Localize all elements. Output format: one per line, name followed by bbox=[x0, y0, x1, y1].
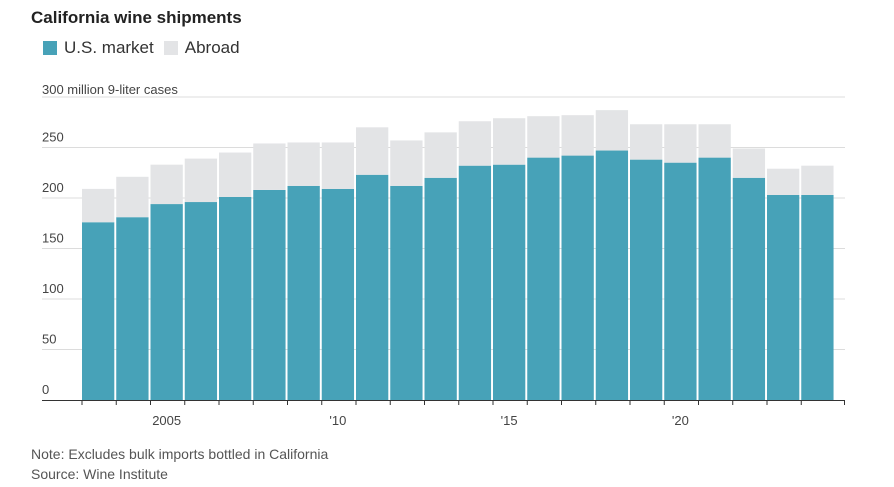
y-tick-label: 50 bbox=[42, 332, 56, 347]
bar-us-market bbox=[390, 185, 423, 400]
bar-abroad bbox=[630, 124, 663, 160]
bar-abroad bbox=[767, 168, 800, 195]
bar-abroad bbox=[527, 116, 560, 158]
bar-abroad bbox=[732, 148, 766, 178]
bar-us-market bbox=[732, 177, 766, 400]
legend-swatch-abroad bbox=[163, 41, 178, 55]
bar-abroad bbox=[458, 121, 492, 166]
x-tick-label: '20 bbox=[672, 413, 689, 428]
bar-us-market bbox=[219, 196, 252, 400]
bar-us-market bbox=[493, 164, 526, 400]
bar-abroad bbox=[82, 188, 115, 223]
bar-abroad bbox=[424, 132, 457, 178]
bar-abroad bbox=[219, 152, 252, 197]
y-tick-label: 150 bbox=[42, 231, 64, 246]
bar-us-market bbox=[527, 157, 560, 400]
bar-abroad bbox=[561, 115, 594, 156]
x-tick-label: '10 bbox=[329, 413, 346, 428]
bar-us-market bbox=[116, 217, 149, 400]
bars bbox=[82, 110, 834, 400]
bar-us-market bbox=[595, 150, 629, 400]
legend-label-abroad: Abroad bbox=[184, 38, 240, 57]
y-tick-label: 250 bbox=[42, 130, 64, 145]
y-tick-label: 200 bbox=[42, 180, 64, 195]
legend-item-abroad: Abroad bbox=[163, 38, 240, 58]
bar-us-market bbox=[698, 157, 731, 400]
bar-us-market bbox=[801, 194, 834, 400]
bar-abroad bbox=[664, 124, 697, 163]
bar-abroad bbox=[321, 142, 355, 189]
bar-us-market bbox=[253, 189, 286, 400]
chart-note: Note: Excludes bulk imports bottled in C… bbox=[31, 446, 329, 462]
legend-item-us-market: U.S. market bbox=[43, 38, 154, 58]
y-axis-unit-label: 300 million 9-liter cases bbox=[42, 82, 178, 97]
legend: U.S. market Abroad bbox=[43, 38, 250, 58]
bar-us-market bbox=[150, 204, 183, 400]
tick-labels: 0 50 100 150 200 250 300 million 9-liter cases… bbox=[42, 82, 689, 428]
bar-us-market bbox=[630, 159, 663, 400]
axes bbox=[42, 400, 845, 405]
bar-us-market bbox=[424, 177, 457, 400]
x-tick-label: '15 bbox=[501, 413, 518, 428]
bar-abroad bbox=[390, 140, 423, 186]
bar-us-market bbox=[82, 222, 115, 400]
bar-us-market bbox=[458, 165, 492, 400]
chart-title: California wine shipments bbox=[31, 8, 242, 27]
bar-us-market bbox=[561, 155, 594, 400]
y-tick-label: 100 bbox=[42, 281, 64, 296]
bar-abroad bbox=[595, 110, 629, 151]
bar-abroad bbox=[493, 118, 526, 165]
legend-swatch-us-market bbox=[43, 41, 57, 55]
bar-abroad bbox=[801, 165, 834, 195]
bar-us-market bbox=[767, 194, 800, 400]
bar-abroad bbox=[356, 127, 389, 175]
legend-label-us-market: U.S. market bbox=[64, 38, 154, 57]
bar-us-market bbox=[356, 174, 389, 400]
bar-us-market bbox=[321, 188, 355, 400]
bar-abroad bbox=[150, 164, 183, 205]
bar-us-market bbox=[184, 202, 218, 400]
y-tick-label: 0 bbox=[42, 382, 49, 397]
bar-abroad bbox=[698, 124, 731, 158]
bar-abroad bbox=[253, 143, 286, 190]
x-tick-label: 2005 bbox=[152, 413, 181, 428]
bar-abroad bbox=[184, 158, 218, 203]
bar-abroad bbox=[116, 176, 149, 218]
bar-abroad bbox=[287, 142, 320, 186]
chart-source: Source: Wine Institute bbox=[31, 466, 168, 482]
bar-us-market bbox=[287, 185, 320, 400]
bar-us-market bbox=[664, 162, 697, 400]
